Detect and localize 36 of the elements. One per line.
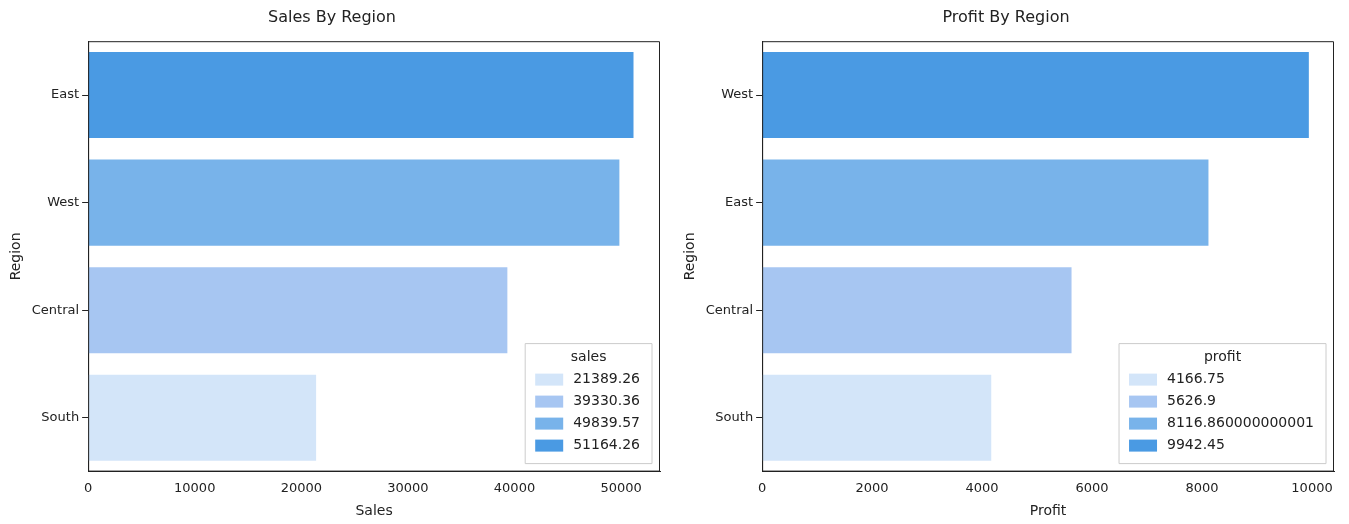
x-tick-label: 50000 [600,479,642,495]
x-tick-label: 4000 [965,479,999,495]
chart-title: Profit By Region [942,6,1070,26]
y-tick-label: West [721,86,754,102]
legend-label: 8116.860000000001 [1167,414,1314,431]
x-tick-label: 40000 [493,479,536,495]
y-tick-label: East [51,86,80,102]
x-tick-label: 10000 [174,479,216,495]
x-tick-label: 6000 [1075,479,1109,495]
x-tick-label: 8000 [1185,479,1219,495]
x-tick-label: 0 [757,479,767,495]
x-tick-label: 30000 [387,479,429,495]
y-tick-label: Central [705,301,754,317]
y-tick-label: Central [31,301,80,317]
x-axis-title: Sales [355,502,393,519]
x-axis-title: Profit [1029,502,1067,519]
chart-title: Sales By Region [268,6,396,26]
legend-title: sales [570,348,607,365]
x-tick-label: 10000 [1291,479,1333,495]
legend-label: 4166.75 [1167,370,1225,387]
y-axis-title: Region [681,232,698,281]
legend-label: 39330.36 [573,392,641,409]
legend-title: profit [1203,348,1242,365]
x-tick-label: 0 [83,479,93,495]
y-tick-label: West [47,193,80,209]
y-tick-label: South [715,409,754,425]
legend-label: 9942.45 [1167,436,1225,453]
y-axis-title: Region [7,232,24,281]
y-tick-label: East [725,193,754,209]
legend-label: 21389.26 [573,370,641,387]
legend-label: 51164.26 [573,436,641,453]
legend-label: 5626.9 [1167,392,1217,409]
legend-label: 49839.57 [573,414,641,431]
x-tick-label: 2000 [855,479,889,495]
x-tick-label: 20000 [280,479,322,495]
y-tick-label: South [41,409,80,425]
